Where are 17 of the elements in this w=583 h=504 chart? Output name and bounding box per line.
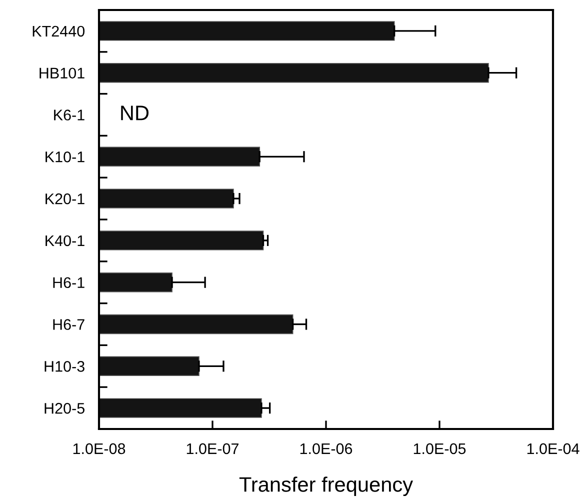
y-tick-label: K6-1: [54, 110, 84, 120]
y-tick-label: H6-7: [53, 319, 84, 330]
y-tick-label: K10-1: [46, 152, 84, 162]
y-tick-label: K20-1: [46, 193, 84, 204]
x-tick-label: 1.0E-04: [527, 443, 580, 454]
annotation: ND: [121, 106, 149, 120]
y-tick-label: H6-1: [53, 277, 84, 288]
y-tick-label: K40-1: [46, 235, 84, 246]
x-tick-label: 1.0E-07: [186, 443, 238, 454]
x-tick-label: 1.0E-05: [414, 443, 466, 454]
x-axis-title: Transfer frequency: [239, 476, 413, 496]
y-tick-label: H20-5: [44, 402, 84, 414]
x-tick-label: 1.0E-06: [300, 443, 352, 454]
x-tick-label: 1.0E-08: [73, 443, 126, 454]
y-tick-label: HB101: [40, 68, 84, 79]
y-tick-label: H10-3: [44, 361, 84, 372]
y-tick-label: KT2440: [32, 26, 85, 37]
